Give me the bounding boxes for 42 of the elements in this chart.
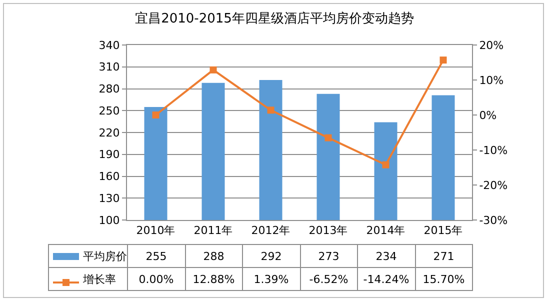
y-tick-label: 340 — [98, 38, 120, 52]
point — [324, 134, 332, 142]
data-label: 15.70% — [415, 268, 472, 290]
point — [267, 106, 274, 114]
data-label: 288 — [185, 244, 242, 268]
x-tick-label: 2011年 — [194, 224, 233, 238]
x-tick-label: 2015年 — [424, 224, 463, 238]
point — [440, 56, 447, 64]
data-label: 0.00% — [128, 268, 185, 290]
x-tick-label: 2012年 — [251, 224, 290, 238]
y2-tick-label: -10% — [479, 144, 508, 157]
y2-tick-label: 0% — [479, 108, 497, 122]
point — [152, 112, 160, 118]
x-tick-label: 2014年 — [366, 224, 406, 238]
legend-label: 平均房价 — [83, 250, 127, 262]
data-label: 292 — [242, 244, 300, 268]
x-tick-label: 2010年 — [136, 224, 176, 238]
point — [382, 161, 390, 168]
legend-label: 增长率 — [83, 272, 116, 286]
y-tick-label: 100 — [98, 214, 120, 227]
y-tick-label: 280 — [98, 82, 120, 96]
data-label: -6.52% — [300, 268, 358, 290]
data-label: -14.24% — [358, 268, 415, 290]
y-tick-label: 160 — [98, 170, 120, 184]
point — [210, 66, 217, 74]
y-tick-label: 250 — [98, 104, 120, 118]
data-label: 234 — [358, 244, 415, 268]
y-tick-label: 310 — [98, 60, 120, 74]
data-label: 255 — [128, 244, 185, 268]
y2-tick-label: -20% — [479, 178, 508, 192]
y2-tick-label: 20% — [479, 38, 504, 52]
y2-tick-label: 10% — [479, 74, 504, 87]
data-label: 1.39% — [242, 268, 300, 290]
data-label: 12.88% — [185, 268, 242, 290]
y-tick-label: 190 — [98, 148, 120, 162]
data-label: 271 — [415, 244, 472, 268]
data-label: 273 — [300, 244, 358, 268]
x-tick-label: 2013年 — [308, 224, 348, 238]
y-tick-label: 130 — [98, 192, 120, 205]
y-tick-label: 220 — [98, 126, 120, 140]
y2-tick-label: -30% — [479, 214, 508, 227]
chart-title: 宜昌2010-2015年四星级酒店平均房价变动趋势 — [135, 10, 414, 27]
